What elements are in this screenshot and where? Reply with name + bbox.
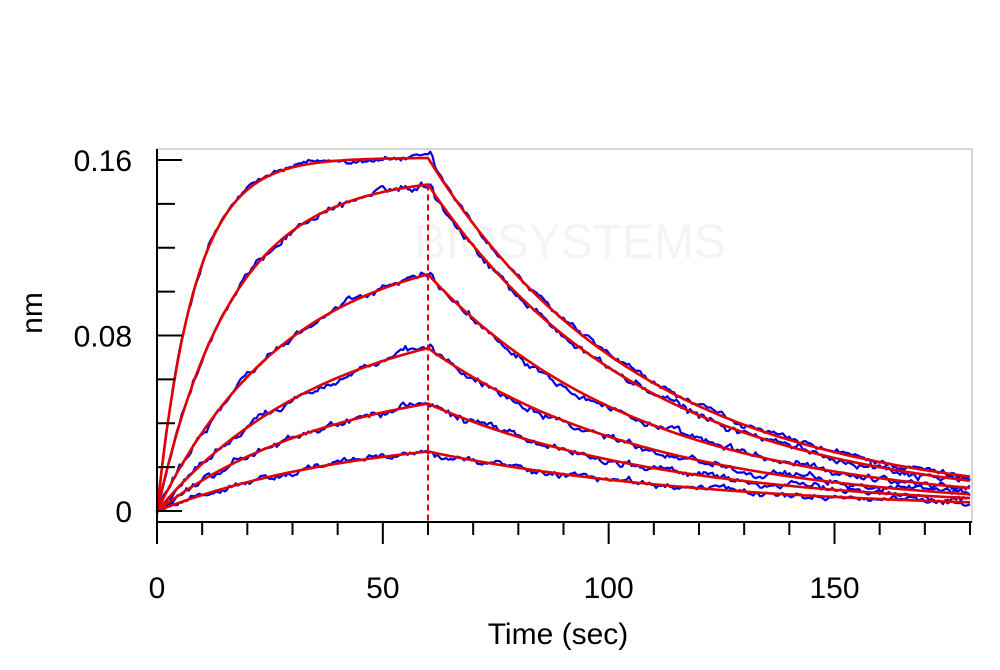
x-tick-label: 150 <box>809 572 859 605</box>
y-tick-label: 0 <box>115 496 132 529</box>
fit-curve <box>156 450 971 513</box>
fit-curve <box>155 183 971 512</box>
y-axis-title: nm <box>16 292 49 334</box>
curves-layer <box>155 150 971 522</box>
x-tick-label: 100 <box>584 572 634 605</box>
x-tick-label: 0 <box>149 572 166 605</box>
fit-curve <box>156 402 971 513</box>
fit-curve <box>156 346 971 512</box>
fit-curve <box>155 272 971 512</box>
x-axis-title: Time (sec) <box>488 618 629 651</box>
x-tick-label: 50 <box>366 572 399 605</box>
fit-curve <box>155 156 971 512</box>
y-tick-label: 0.16 <box>74 145 132 178</box>
y-tick-label: 0.08 <box>74 321 132 354</box>
watermark-text: BIOSYSTEMS <box>414 216 726 269</box>
watermark: BIOSYSTEMS <box>414 216 726 269</box>
measured-trace <box>156 343 971 513</box>
axes-layer: 0 50 100 150 0 0.08 0.16 <box>74 145 972 605</box>
